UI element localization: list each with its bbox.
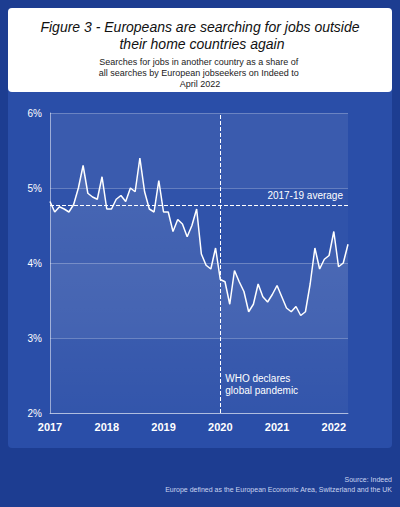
svg-text:4%: 4% <box>28 258 43 269</box>
svg-text:2019: 2019 <box>151 421 175 433</box>
svg-text:2021: 2021 <box>265 421 289 433</box>
svg-text:2020: 2020 <box>208 421 232 433</box>
svg-text:their home countries again: their home countries again <box>116 36 285 52</box>
svg-text:3%: 3% <box>28 333 43 344</box>
svg-text:April 2022: April 2022 <box>180 79 221 89</box>
svg-text:5%: 5% <box>28 183 43 194</box>
svg-text:Source: Indeed: Source: Indeed <box>345 476 393 483</box>
svg-text:2022: 2022 <box>322 421 346 433</box>
svg-text:global pandemic: global pandemic <box>225 385 298 396</box>
svg-text:Searches for jobs in another c: Searches for jobs in another country as … <box>99 57 301 67</box>
svg-text:all searches by European jobse: all searches by European jobseekers on I… <box>99 68 302 78</box>
svg-text:WHO declares: WHO declares <box>225 373 290 384</box>
svg-text:Figure 3 - Europeans are searc: Figure 3 - Europeans are searching for j… <box>40 19 359 35</box>
svg-text:Europe defined as the European: Europe defined as the European Economic … <box>165 486 392 494</box>
svg-text:6%: 6% <box>28 108 43 119</box>
svg-text:2017-19 average: 2017-19 average <box>267 190 343 201</box>
svg-text:2018: 2018 <box>95 421 119 433</box>
svg-text:2%: 2% <box>28 408 43 419</box>
svg-text:2017: 2017 <box>38 421 62 433</box>
